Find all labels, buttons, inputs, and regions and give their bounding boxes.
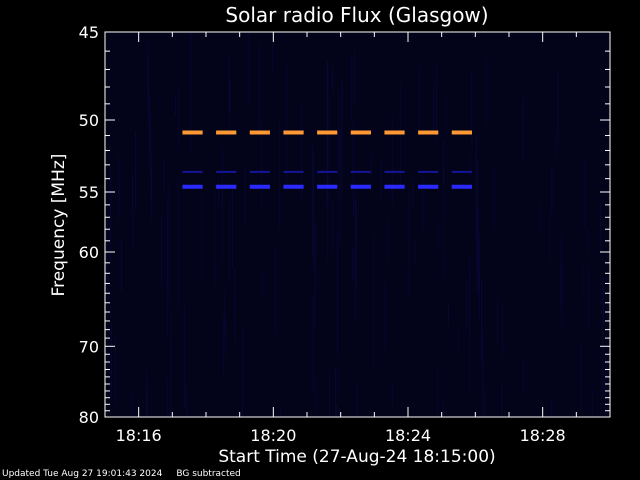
plot-frame <box>104 31 611 418</box>
noise-layer <box>106 32 606 416</box>
x-tick-label: 18:28 <box>520 426 566 445</box>
y-tick-label: 55 <box>79 183 99 202</box>
plot-area <box>105 32 610 417</box>
x-tick-label: 18:20 <box>250 426 296 445</box>
data-marks <box>182 130 472 189</box>
y-tick-label: 70 <box>79 337 99 356</box>
y-tick-label: 80 <box>79 408 99 427</box>
y-tick-label: 45 <box>79 23 99 42</box>
x-axis-label: Start Time (27-Aug-24 18:15:00) <box>218 447 495 467</box>
x-tick-label: 18:24 <box>385 426 431 445</box>
chart-title: Solar radio Flux (Glasgow) <box>225 3 488 27</box>
status-footer: Updated Tue Aug 27 19:01:43 2024 BG subtr… <box>2 469 255 479</box>
x-tick-label: 18:16 <box>116 426 162 445</box>
y-tick-label: 50 <box>79 111 99 130</box>
bg-note: BG subtracted <box>176 469 241 479</box>
updated-timestamp: Updated Tue Aug 27 19:01:43 2024 <box>2 469 163 479</box>
y-axis-label: Frequency [MHz] <box>49 154 69 297</box>
y-tick-label: 60 <box>79 243 99 262</box>
axes: 18:16 18:20 18:24 18:28 45 50 55 60 70 80 <box>79 23 610 445</box>
